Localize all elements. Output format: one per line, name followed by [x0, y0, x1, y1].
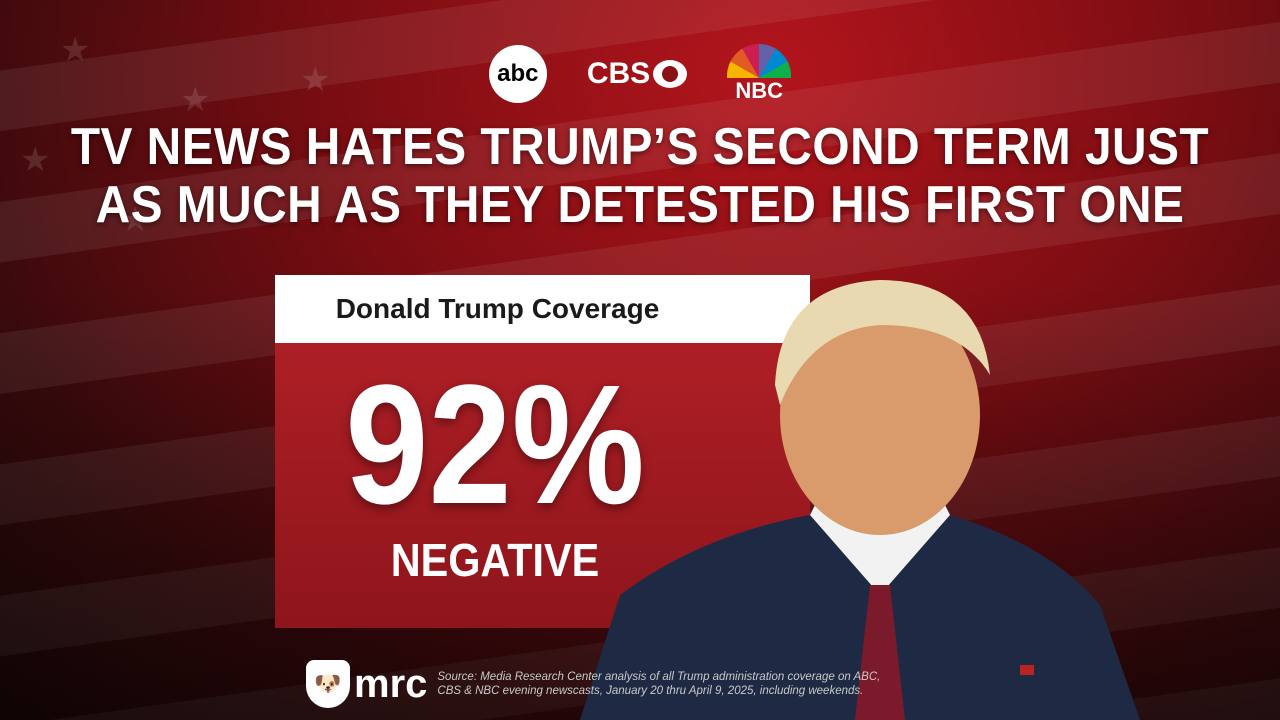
source-line-2: CBS & NBC evening newscasts, January 20 …: [437, 685, 864, 697]
stat-value: 92%: [345, 350, 645, 540]
star-icon: ★: [20, 140, 50, 180]
star-icon: ★: [300, 60, 330, 100]
mrc-logo: 🐶 mrc: [306, 660, 427, 708]
hair: [775, 280, 990, 405]
network-logos: abc CBS NBC: [0, 44, 1280, 104]
abc-logo: abc: [488, 45, 547, 103]
suit: [580, 515, 1140, 720]
trump-portrait: [580, 280, 1140, 720]
star-icon: ★: [120, 200, 150, 240]
star-icon: ★: [180, 80, 210, 120]
headline: TV NEWS HATES TRUMP’S SECOND TERM JUST A…: [51, 118, 1229, 234]
face: [780, 295, 980, 535]
star-icon: ★: [60, 30, 90, 70]
headline-line-2: AS MUCH AS THEY DETESTED HIS FIRST ONE: [95, 176, 1185, 234]
necktie: [855, 585, 905, 720]
abc-logo-text: abc: [497, 60, 539, 87]
nbc-logo: NBC: [727, 44, 792, 104]
nbc-logo-text: NBC: [735, 78, 783, 103]
source-note: Source: Media Research Center analysis o…: [437, 670, 957, 698]
cbs-eye-icon: [653, 60, 688, 88]
source-line-1: Source: Media Research Center analysis o…: [437, 671, 881, 683]
stat-label: NEGATIVE: [390, 534, 600, 586]
peacock-icon: [727, 44, 792, 78]
footer: 🐶 mrc Source: Media Research Center anal…: [306, 660, 957, 708]
cbs-logo: CBS: [586, 57, 688, 91]
card-title: Donald Trump Coverage: [275, 275, 810, 343]
bulldog-shield-icon: 🐶: [306, 660, 350, 708]
headline-line-1: TV NEWS HATES TRUMP’S SECOND TERM JUST: [70, 118, 1210, 176]
stat-card: Donald Trump Coverage 92% NEGATIVE: [275, 275, 810, 628]
flag-pin-icon: [1020, 665, 1034, 675]
cbs-logo-text: CBS: [586, 57, 651, 90]
mrc-logo-text: mrc: [354, 661, 428, 706]
